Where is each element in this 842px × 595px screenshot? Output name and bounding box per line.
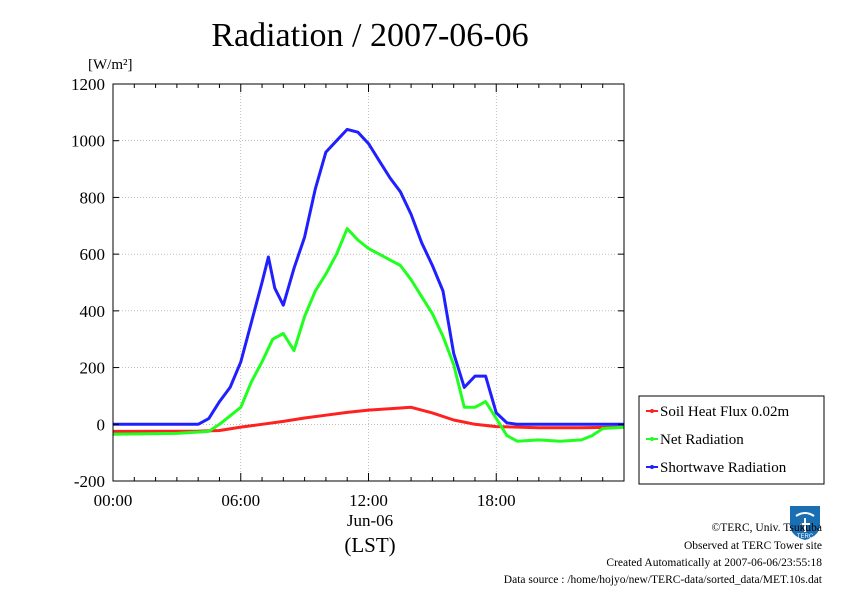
legend-marker	[650, 409, 654, 413]
x-tick-label: 06:00	[221, 491, 260, 510]
terc-logo-text: TERC	[797, 534, 814, 540]
y-axis: -200 0 200 400 600 800 1000 1200	[71, 75, 624, 491]
series-line	[113, 127, 624, 426]
footer-copyright: ©TERC, Univ. Tsukuba	[712, 522, 822, 534]
legend-box	[638, 395, 825, 485]
footer-observed: Observed at TERC Tower site	[684, 540, 822, 552]
y-tick-label: 600	[80, 245, 106, 264]
legend-marker	[650, 465, 654, 469]
terc-logo-wave	[795, 512, 815, 517]
x-axis: 00:00 06:00 12:00 18:00	[94, 84, 625, 510]
terc-logo: TERC	[790, 506, 820, 540]
y-tick-label: 1000	[71, 132, 105, 151]
footer-source: Data source : /home/hojyo/new/TERC-data/…	[504, 574, 823, 586]
legend-label: Soil Heat Flux 0.02m	[660, 404, 790, 420]
y-tick-label: -200	[74, 472, 105, 491]
footer-created: Created Automatically at 2007-06-06/23:5…	[606, 557, 822, 569]
y-axis-unit: [W/m²]	[88, 57, 132, 73]
x-tick-label: 18:00	[477, 491, 516, 510]
series-line	[112, 405, 625, 433]
legend-label: Net Radiation	[660, 432, 744, 448]
y-tick-label: 1200	[71, 75, 105, 94]
x-axis-date: Jun-06	[347, 511, 393, 530]
x-tick-label: 00:00	[94, 491, 133, 510]
legend-label: Shortwave Radiation	[660, 460, 787, 476]
legend: Soil Heat Flux 0.02m Net Radiation Shortwa…	[638, 395, 825, 485]
y-tick-label: 200	[80, 359, 106, 378]
series-lines	[112, 127, 625, 443]
y-tick-label: 400	[80, 302, 106, 321]
x-axis-label: (LST)	[344, 533, 395, 557]
y-tick-label: 0	[97, 415, 106, 434]
chart-title: Radiation / 2007-06-06	[211, 17, 528, 54]
series-line	[112, 227, 625, 443]
legend-marker	[650, 437, 654, 441]
y-tick-label: 800	[80, 188, 106, 207]
terc-logo-tower	[800, 518, 810, 532]
x-tick-label: 12:00	[349, 491, 388, 510]
